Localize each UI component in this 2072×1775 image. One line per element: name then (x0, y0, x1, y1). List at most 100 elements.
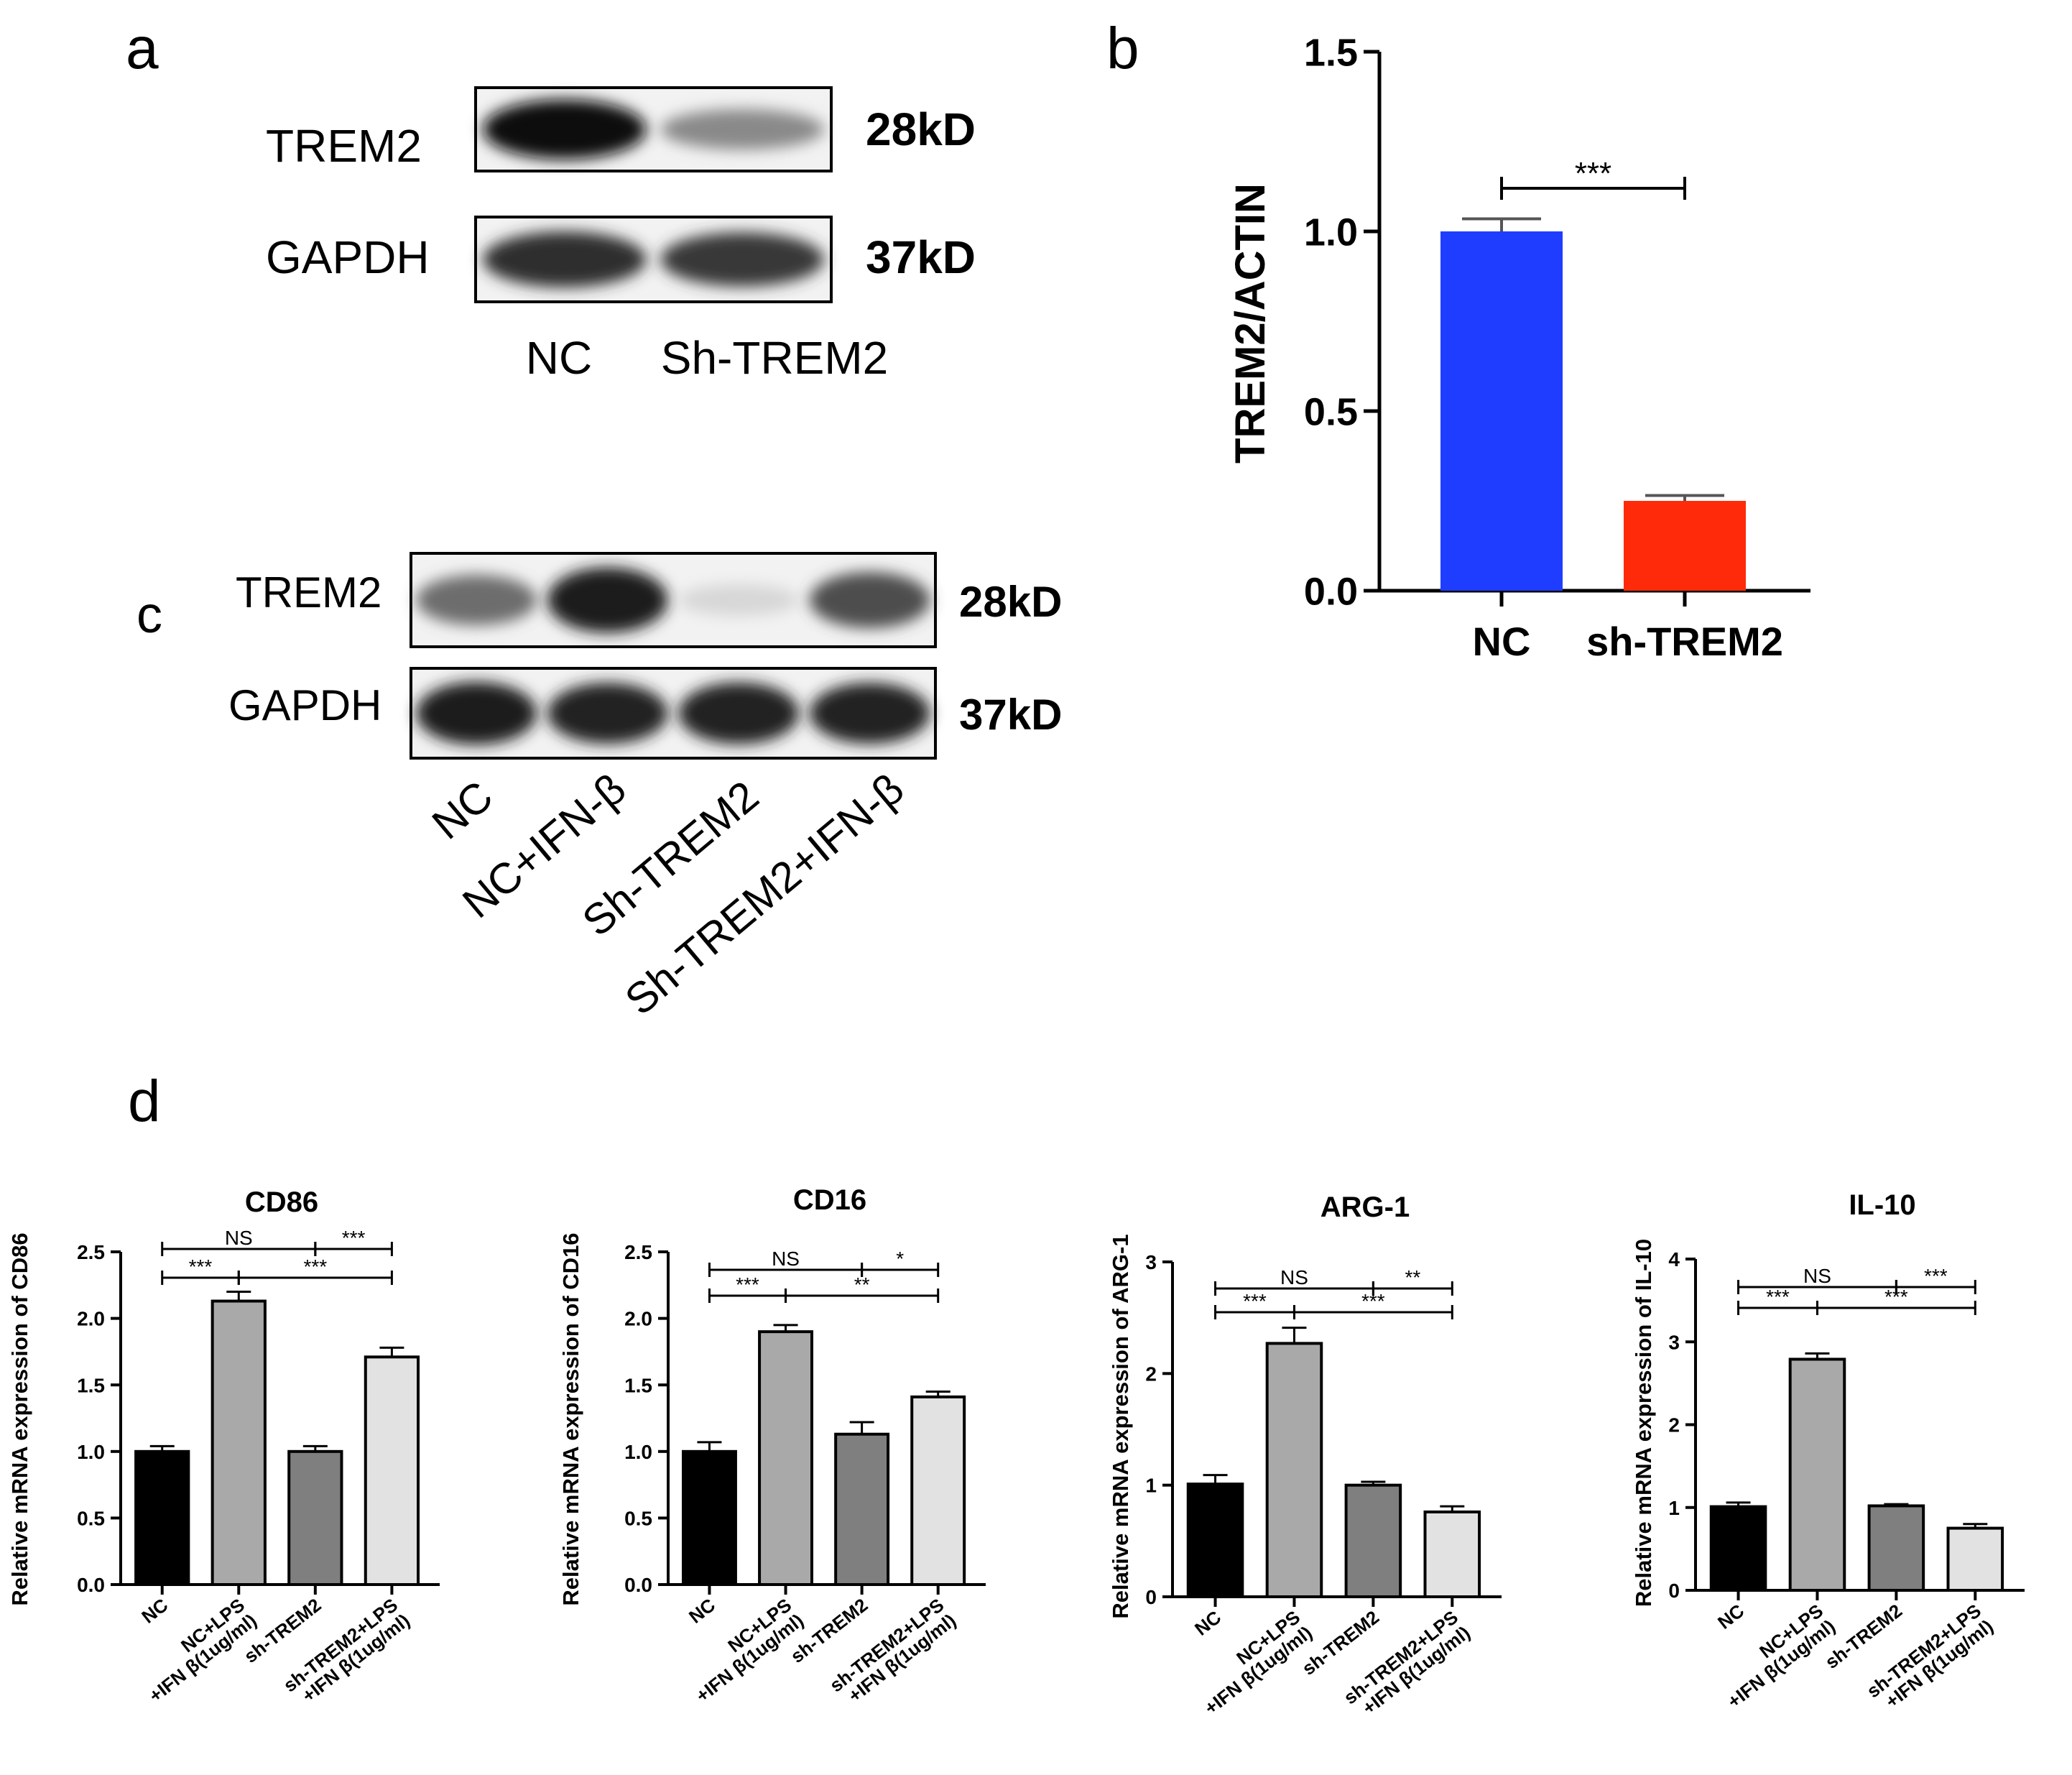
cd86-sig-label-0: NS (225, 1227, 253, 1249)
blot-c-row1-label: TREM2 (236, 568, 381, 617)
cd16-bar-2 (834, 1432, 890, 1586)
b-bar-0 (1440, 231, 1563, 591)
arg1-sig-label-1: ** (1405, 1266, 1420, 1288)
cd86-ytick-label-4: 2.0 (77, 1308, 105, 1330)
cd16-xlabel-0: NC (685, 1594, 719, 1628)
cd16-ytick-label-4: 2.0 (624, 1308, 652, 1330)
blot-c-row2-size: 37kD (959, 691, 1062, 739)
b-ytick-label-2: 1.0 (1304, 211, 1358, 254)
cd86-xlabel-0-line-0: NC (137, 1594, 172, 1628)
arg1-bar-1 (1265, 1342, 1323, 1598)
panel-a-letter: a (126, 16, 159, 81)
blot-c-band-r2-l4 (809, 683, 930, 744)
arg1-xlabel-0-line-0: NC (1190, 1606, 1225, 1640)
blot-a-lane-2: Sh-TREM2 (661, 332, 889, 384)
chart-arg1: 0 1 2 3 ARG-1 Relative mRNA expression of ARG… (1108, 1191, 1502, 1719)
cd16-bar-1 (758, 1330, 814, 1586)
il10-bar-3 (1946, 1526, 2004, 1592)
il10-xlabel-0: NC (1713, 1600, 1748, 1633)
cd16-sig-label-3: ** (854, 1273, 870, 1296)
cd86-bar-3 (364, 1355, 420, 1586)
blot-a-row1-size: 28kD (866, 103, 976, 155)
blot-a-band-r1-l2 (660, 109, 825, 150)
cd86-bar-0 (134, 1449, 190, 1587)
blot-c-row2-label: GAPDH (228, 681, 381, 729)
cd16-sig-label-0: NS (772, 1248, 800, 1270)
blot-a-band-r1-l1 (482, 99, 647, 160)
blot-c-band-r2-l3 (678, 682, 800, 744)
blot-c-band-r1-l4 (809, 572, 930, 628)
cd16-sig-label-1: * (896, 1248, 904, 1270)
il10-ytick-label-3: 3 (1668, 1331, 1680, 1353)
b-sig-label-0: *** (1575, 156, 1611, 191)
il10-sig-label-2: *** (1766, 1286, 1790, 1308)
il10-bar-0 (1709, 1505, 1767, 1592)
cd16-ytick-label-3: 1.5 (624, 1374, 652, 1396)
b-xlabel-0: NC (1473, 619, 1531, 664)
cd86-sig-label-3: *** (303, 1255, 327, 1278)
blot-a-band-r2-l1 (482, 231, 647, 287)
cd16-ytick-label-2: 1.0 (624, 1441, 652, 1463)
blot-a-row1-label: TREM2 (266, 120, 422, 172)
cd86-bar-2 (287, 1449, 343, 1587)
il10-ytick-label-0: 0 (1668, 1580, 1680, 1602)
cd16-ytick-label-5: 2.5 (624, 1241, 652, 1263)
blot-a-strips (474, 86, 833, 303)
il10-bar-1 (1788, 1357, 1846, 1592)
il10-sig-label-3: *** (1884, 1286, 1908, 1308)
blot-a-row2-size: 37kD (866, 231, 976, 283)
cd86-xlabel-0: NC (137, 1594, 172, 1628)
cd16-ytick-label-1: 0.5 (624, 1507, 652, 1529)
cd86-sig-label-1: *** (342, 1227, 366, 1249)
chart-cd16: 0.0 0.5 1.0 1.5 2.0 2.5 CD16 Relative mRNA expr… (558, 1184, 986, 1707)
chart-cd86: 0.0 0.5 1.0 1.5 2.0 2.5 CD86 Relative mRNA expr… (7, 1186, 440, 1707)
arg1-bar-2 (1344, 1483, 1402, 1599)
cd86-sig-label-2: *** (189, 1255, 213, 1278)
panel-b-chart: b 0.0 0.5 1.0 1.5 TREM2/ACTIN NC sh-TREM2 *** (1106, 16, 1810, 664)
cd86-ytick-label-0: 0.0 (77, 1574, 105, 1596)
panel-c-western-blot: c TREM2 GAPDH 28kD 37kD NCNC+IFN-βSh-TRE… (137, 552, 1062, 1025)
arg1-sig-label-3: *** (1361, 1290, 1385, 1312)
cd86-ytick-label-5: 2.5 (77, 1241, 105, 1263)
arg1-title: ARG-1 (1321, 1191, 1410, 1223)
il10-title: IL-10 (1849, 1189, 1915, 1221)
blot-c-band-r2-l2 (547, 683, 668, 744)
il10-ytick-label-1: 1 (1668, 1497, 1680, 1519)
b-xlabel-1: sh-TREM2 (1586, 619, 1783, 664)
cd86-ytick-label-1: 0.5 (77, 1507, 105, 1529)
il10-sig-label-0: NS (1803, 1265, 1831, 1287)
cd86-ylabel: Relative mRNA expression of CD86 (7, 1232, 32, 1605)
cd86-ytick-label-2: 1.0 (77, 1441, 105, 1463)
blot-a-lane-1: NC (526, 332, 592, 384)
blot-a-band-r2-l2 (660, 232, 825, 287)
blot-c-band-r1-l1 (416, 574, 537, 626)
panel-d-charts: d 0.0 0.5 1.0 1.5 2.0 2.5 CD86 Relative mRNA ex… (7, 1069, 2025, 1719)
cd86-title: CD86 (245, 1186, 318, 1218)
il10-bar-2 (1867, 1504, 1925, 1592)
arg1-ytick-label-2: 2 (1145, 1363, 1157, 1385)
arg1-ytick-label-3: 3 (1145, 1251, 1157, 1273)
il10-ytick-label-2: 2 (1668, 1414, 1680, 1437)
arg1-sig-label-2: *** (1243, 1290, 1267, 1312)
cd86-bar-1 (211, 1299, 267, 1587)
panel-a-western-blot: a TREM2 GAPDH 28kD 37kD NC Sh-TREM2 (126, 16, 976, 384)
chart-il10: 0 1 2 3 4 IL-10 Relative mRNA expression of IL… (1631, 1189, 2025, 1712)
blot-c-strips (410, 552, 937, 760)
blot-c-band-r2-l1 (416, 681, 537, 745)
cd16-bar-0 (681, 1449, 737, 1587)
panel-d-letter: d (128, 1069, 161, 1134)
arg1-xlabel-0: NC (1190, 1606, 1225, 1640)
cd16-ytick-label-0: 0.0 (624, 1574, 652, 1596)
chart-b: 0.0 0.5 1.0 1.5 TREM2/ACTIN NC sh-TREM2 *** (1227, 31, 1810, 664)
blot-c-band-r1-l2 (547, 567, 668, 633)
cd16-title: CD16 (793, 1184, 866, 1216)
arg1-ytick-label-0: 0 (1145, 1586, 1157, 1608)
cd16-sig-label-2: *** (736, 1273, 759, 1296)
arg1-bar-0 (1186, 1483, 1244, 1598)
panel-c-letter: c (137, 586, 162, 644)
arg1-ylabel: Relative mRNA expression of ARG-1 (1108, 1234, 1133, 1618)
cd86-ytick-label-3: 1.5 (77, 1374, 105, 1396)
b-ytick-label-3: 1.5 (1304, 31, 1358, 74)
